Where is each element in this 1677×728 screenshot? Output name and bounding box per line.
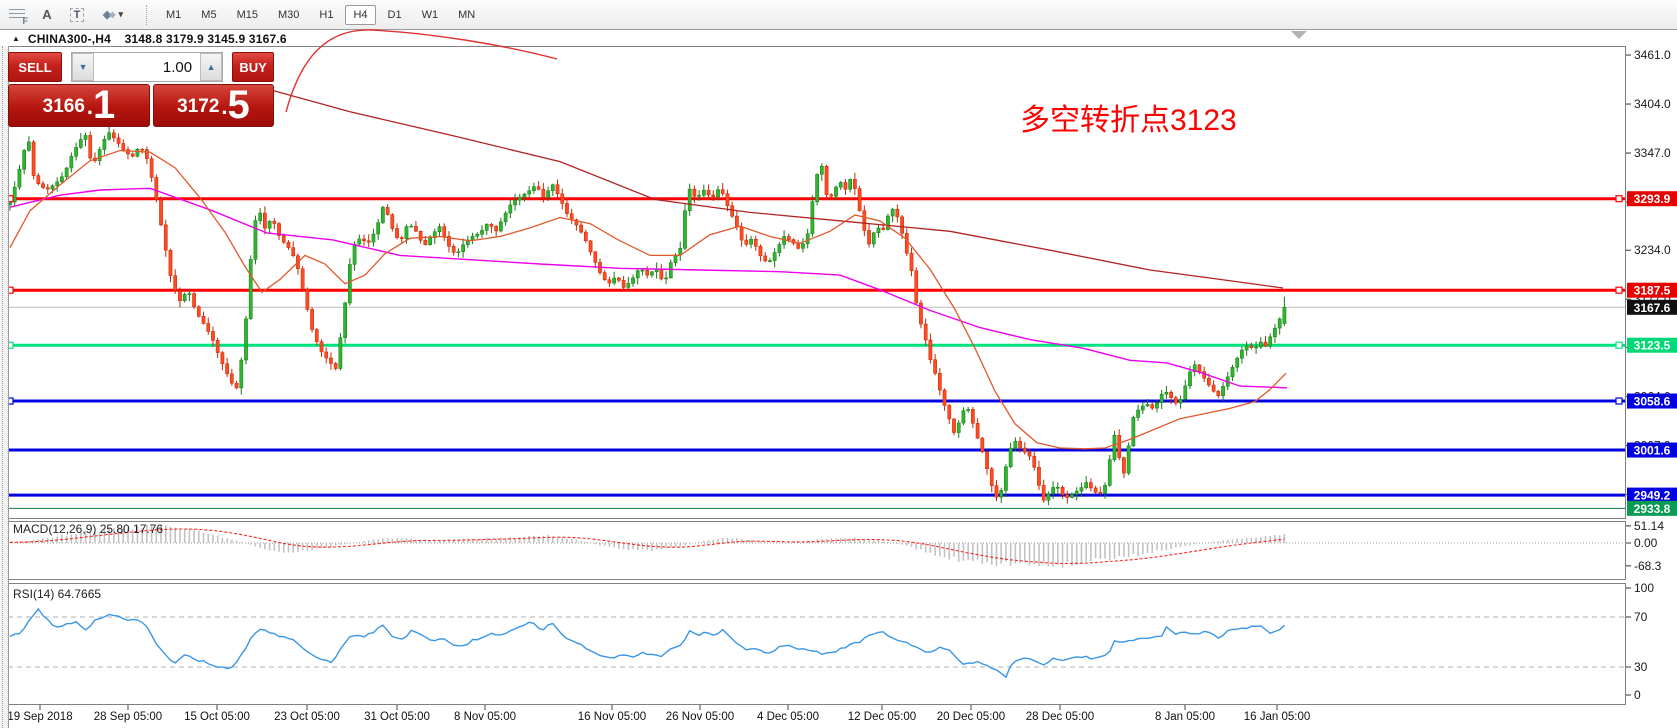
- time-axis-label: 28 Sep 05:00: [94, 711, 162, 723]
- shapes-tool-icon[interactable]: ◆ ◆ ▾: [102, 9, 124, 21]
- bid-price-panel[interactable]: 3166 . 1: [8, 84, 150, 127]
- svg-text:0: 0: [1634, 688, 1641, 702]
- volume-stepper: ▼ ▲: [71, 52, 224, 82]
- toolbar-separator: [146, 4, 148, 25]
- text-tool-icon[interactable]: T: [64, 4, 90, 26]
- svg-text:3187.5: 3187.5: [1634, 284, 1671, 298]
- moving-averages: [9, 89, 1288, 450]
- collapse-panel-icon[interactable]: ▲: [12, 34, 20, 43]
- bid-price-main: 3166: [42, 96, 85, 117]
- svg-text:0.00: 0.00: [1634, 536, 1658, 550]
- time-axis-label: 23 Oct 05:00: [274, 711, 340, 723]
- price-badge: [1627, 487, 1677, 503]
- price-badge: [1627, 191, 1677, 207]
- svg-text:3347.0: 3347.0: [1634, 146, 1671, 160]
- time-axis-label: 4 Dec 05:00: [757, 711, 819, 723]
- volume-input[interactable]: [94, 53, 201, 81]
- sell-button[interactable]: SELL: [8, 52, 63, 82]
- svg-text:3167.6: 3167.6: [1634, 301, 1671, 315]
- time-axis-label: 16 Nov 05:00: [578, 711, 646, 723]
- time-axis-label: 28 Dec 05:00: [1026, 711, 1094, 723]
- svg-text:3461.0: 3461.0: [1634, 48, 1671, 62]
- time-axis-label: 31 Oct 05:00: [364, 711, 430, 723]
- ask-price-big-digit: 5: [227, 83, 250, 127]
- timeframe-m1-button[interactable]: M1: [166, 8, 182, 21]
- time-axis-label: 8 Jan 05:00: [1155, 711, 1215, 723]
- toolbar: F A T ◆ ◆ ▾ M1 M5 M15 M30 H1 H4 D1 W1 MN: [0, 0, 1677, 30]
- svg-text:2933.8: 2933.8: [1634, 502, 1671, 516]
- svg-text:100: 100: [1634, 581, 1654, 595]
- ask-price-panel[interactable]: 3172 . 5: [152, 83, 274, 127]
- price-badge: [1627, 299, 1677, 315]
- timeframe-d1-button[interactable]: D1: [387, 8, 402, 21]
- time-axis-label: 20 Dec 05:00: [937, 711, 1005, 723]
- symbol-period-label: CHINA300-,H4: [27, 31, 112, 46]
- svg-text:3123.5: 3123.5: [1634, 339, 1671, 353]
- buy-button[interactable]: BUY: [232, 52, 274, 82]
- volume-increase-button[interactable]: ▲: [200, 53, 223, 81]
- chart-title: CHINA300-,H4 3148.8 3179.9 3145.9 3167.6: [28, 32, 287, 46]
- macd-histogram: [9, 524, 1286, 568]
- timeframe-m15-button[interactable]: M15: [236, 8, 258, 21]
- one-click-trade-panel: SELL ▼ ▲ BUY 3166 . 1 3172 . 5: [8, 52, 274, 127]
- svg-text:51.14: 51.14: [1634, 519, 1664, 533]
- annotation-text: 多空转折点3123: [1020, 104, 1237, 137]
- timeframe-m30-button[interactable]: M30: [277, 8, 300, 21]
- price-badge: [1627, 500, 1677, 516]
- window-left-edge: [0, 46, 9, 728]
- price-badge: [1627, 442, 1677, 458]
- time-axis-label: 19 Sep 2018: [7, 711, 72, 723]
- time-axis-label: 12 Dec 05:00: [848, 711, 916, 723]
- timeframe-h4-button[interactable]: H4: [345, 4, 376, 25]
- timeframe-mn-button[interactable]: MN: [458, 8, 476, 21]
- rsi-line: [9, 607, 1285, 679]
- time-axis-label: 26 Nov 05:00: [666, 711, 734, 723]
- time-axis-label: 15 Oct 05:00: [184, 711, 250, 723]
- volume-decrease-button[interactable]: ▼: [72, 53, 95, 81]
- timeframe-m5-button[interactable]: M5: [201, 8, 217, 21]
- svg-text:70: 70: [1634, 610, 1648, 624]
- timeframe-h1-button[interactable]: H1: [319, 8, 334, 21]
- timeframe-buttons: M1 M5 M15 M30 H1 H4 D1 W1 MN: [156, 4, 485, 25]
- arrow-text-tool-icon[interactable]: A: [42, 7, 52, 22]
- svg-text:3234.0: 3234.0: [1634, 243, 1671, 257]
- svg-text:3058.6: 3058.6: [1634, 395, 1671, 409]
- horizontal-lines: [9, 197, 1625, 509]
- bid-price-big-digit: 1: [93, 83, 116, 127]
- svg-text:3001.6: 3001.6: [1634, 444, 1671, 458]
- price-badge: [1627, 282, 1677, 298]
- price-badge: [1627, 393, 1677, 409]
- svg-text:30: 30: [1634, 660, 1648, 674]
- svg-text:3404.0: 3404.0: [1634, 97, 1671, 111]
- dock-arrow-icon[interactable]: [1291, 31, 1307, 39]
- timeframe-w1-button[interactable]: W1: [421, 8, 439, 21]
- ohlc-values: 3148.8 3179.9 3145.9 3167.6: [124, 31, 287, 46]
- price-badge: [1627, 337, 1677, 353]
- time-axis-label: 16 Jan 05:00: [1244, 711, 1311, 723]
- chevron-down-icon: ▾: [118, 9, 124, 19]
- svg-text:2949.2: 2949.2: [1634, 489, 1671, 503]
- ask-price-main: 3172: [177, 96, 220, 117]
- svg-text:3293.9: 3293.9: [1634, 192, 1671, 206]
- fibonacci-tool-icon[interactable]: F: [4, 4, 30, 26]
- time-axis-label: 8 Nov 05:00: [454, 711, 516, 723]
- macd-label: MACD(12,26,9) 25.80 17.76: [13, 522, 163, 536]
- rsi-label: RSI(14) 64.7665: [13, 587, 101, 601]
- svg-text:-68.3: -68.3: [1634, 559, 1662, 573]
- annotation-stroke: [285, 29, 558, 113]
